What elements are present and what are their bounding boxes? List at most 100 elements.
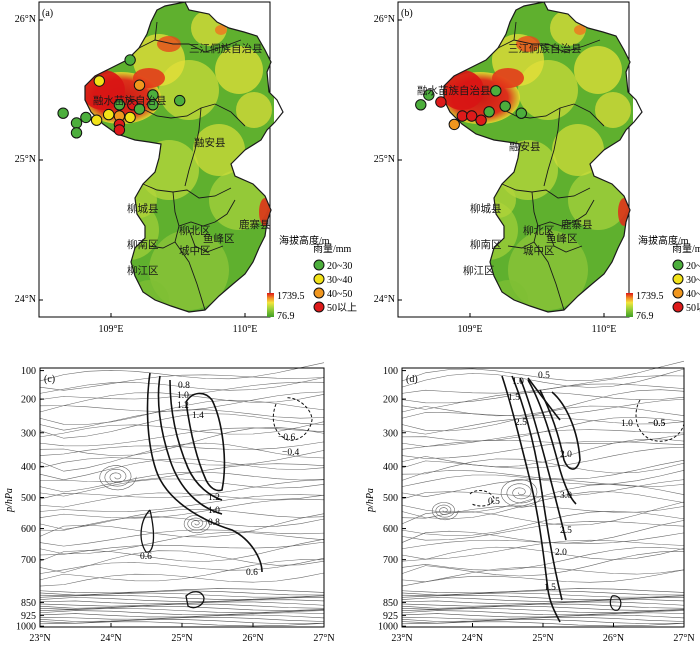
positive-contour xyxy=(527,377,561,421)
terrain-patch xyxy=(595,92,631,128)
streamline xyxy=(401,614,685,620)
positive-contour xyxy=(169,379,223,501)
contour-label: 1.2 xyxy=(208,493,220,503)
terrain-patch xyxy=(149,230,229,310)
streamline xyxy=(39,588,325,594)
pressure-tick-label: 100 xyxy=(21,366,36,377)
positive-contour xyxy=(140,509,155,553)
panel-label-d: (d) xyxy=(406,374,418,385)
rain-station-marker xyxy=(423,89,435,101)
county-label-rongshui: 融水苗族自治县 xyxy=(93,94,167,107)
rain-station-marker xyxy=(133,79,146,91)
rain-legend-label: 50以上 xyxy=(327,302,357,314)
county-label-liujiang: 柳江区 xyxy=(127,264,159,277)
streamline xyxy=(39,391,325,413)
lon-tick-109-b: 109°E xyxy=(457,324,482,335)
county-label-liujiang: 柳江区 xyxy=(463,264,495,277)
streamline xyxy=(401,416,685,442)
pressure-tick-label: 925 xyxy=(383,611,398,622)
county-boundary xyxy=(148,191,180,249)
elevation-legend-title: 海拔高度/m xyxy=(638,234,689,247)
county-label-sanjiang: 三江侗族自治县 xyxy=(508,42,582,55)
county-boundary xyxy=(543,107,561,187)
streamline xyxy=(39,538,325,562)
county-label-luzhai: 鹿寨县 xyxy=(239,218,271,231)
streamline-vortex xyxy=(431,502,459,521)
rain-legend-swatch xyxy=(672,259,684,271)
contour-label: 1.0 xyxy=(621,419,633,429)
streamline xyxy=(401,539,685,560)
streamline xyxy=(39,377,325,394)
county-boundary xyxy=(537,199,595,227)
streamline xyxy=(39,442,325,472)
elevation-colorbar xyxy=(626,293,633,317)
streamline xyxy=(401,434,685,450)
county-boundary xyxy=(188,229,224,253)
streamline xyxy=(39,590,325,596)
streamline xyxy=(39,441,325,456)
elevation-colorbar xyxy=(267,293,274,317)
pressure-tick-label: 500 xyxy=(21,493,36,504)
streamline xyxy=(401,521,685,541)
streamline xyxy=(401,470,685,487)
pressure-tick-label: 200 xyxy=(383,395,398,406)
contour-label: 0.6 xyxy=(246,568,258,578)
streamline xyxy=(39,427,325,456)
rain-legend-label: 30~40 xyxy=(686,275,700,286)
rain-station-marker xyxy=(475,114,487,126)
lat-axis-tick-label: 23°N xyxy=(29,633,50,644)
streamline-vortex xyxy=(500,479,544,508)
contour-label: −0.4 xyxy=(282,448,299,458)
rain-station-marker xyxy=(90,114,103,126)
streamline xyxy=(39,616,325,622)
rain-station-marker xyxy=(113,124,126,136)
streamline xyxy=(39,409,325,431)
streamline xyxy=(401,567,685,583)
rain-station-marker xyxy=(147,99,159,111)
pressure-tick-label: 400 xyxy=(383,462,398,473)
positive-contour xyxy=(157,375,223,515)
streamlines-d xyxy=(401,360,685,627)
highland-core xyxy=(444,70,484,110)
panel-label-c: (c) xyxy=(44,374,55,385)
streamline xyxy=(401,569,685,587)
rain-station-marker xyxy=(124,54,136,66)
panel-label-a: (a) xyxy=(42,8,53,19)
positive-contour xyxy=(185,591,205,609)
lat-tick-25: 25°N xyxy=(15,154,36,165)
rain-station-marker xyxy=(435,96,447,108)
highland-sanjiang xyxy=(516,36,540,52)
lat-axis-tick-label: 27°N xyxy=(313,633,334,644)
contour-label: 1.2 xyxy=(177,401,189,411)
pressure-tick-label: 850 xyxy=(21,598,36,609)
streamline xyxy=(39,550,325,573)
county-label-yufeng: 鱼峰区 xyxy=(546,232,578,245)
rain-legend-label: 40~50 xyxy=(327,289,352,300)
pressure-tick-label: 1000 xyxy=(378,622,398,633)
rain-station-marker xyxy=(102,108,115,121)
map-panel-b: (b) 26°N 25°N 24°N 109°E 110°E 三江侗族自治县融水… xyxy=(374,1,700,335)
terrain-patch xyxy=(508,230,588,310)
streamline xyxy=(401,459,685,481)
pressure-tick-label: 1000 xyxy=(16,622,36,633)
county-boundary xyxy=(214,103,246,127)
streamline xyxy=(401,446,685,469)
county-boundary xyxy=(507,191,539,249)
streamline xyxy=(401,417,685,435)
county-boundary xyxy=(547,229,583,253)
contour-label: 2.5 xyxy=(515,418,527,428)
pressure-tick-label: 700 xyxy=(383,555,398,566)
county-boundary xyxy=(573,103,605,127)
streamline xyxy=(39,362,325,382)
streamline xyxy=(39,374,325,391)
streamline xyxy=(401,478,685,497)
rain-station-marker xyxy=(113,99,126,111)
streamline-vortex xyxy=(99,465,137,491)
streamline xyxy=(39,479,325,500)
elevation-max-label: 1739.5 xyxy=(636,291,664,302)
county-label-chengzhong: 城中区 xyxy=(523,244,555,257)
streamline xyxy=(39,516,325,531)
